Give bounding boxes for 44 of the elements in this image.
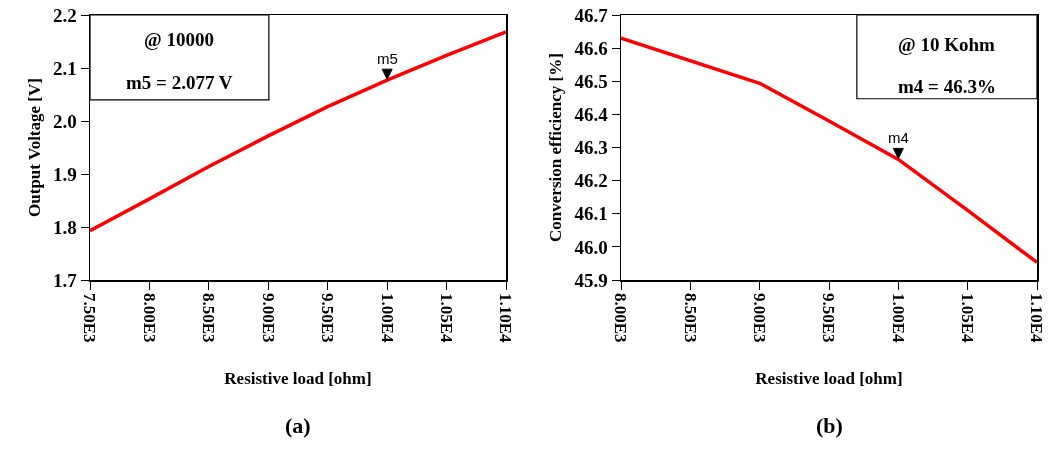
y-tick-label: 1.9 [52, 163, 77, 185]
text: (b) [816, 413, 843, 438]
x-tick-label: 1.00E4 [377, 292, 397, 343]
y-tick-label: 46.1 [574, 203, 608, 225]
line-series [90, 30, 506, 233]
x-tick-label: 9.00E3 [750, 292, 770, 343]
x-tick-label: 1.10E4 [496, 292, 516, 343]
x-tick-label: 8.00E3 [139, 292, 159, 343]
y-tick-label: 2.1 [52, 57, 77, 79]
x-tick-label: 1.05E4 [437, 292, 457, 343]
x-tick-label: 9.00E3 [258, 292, 278, 343]
annotation: m5 = 2.077 V [126, 72, 233, 93]
x-tick-label: 7.50E3 [80, 292, 100, 343]
x-axis-title: Resistive load [ohm] [755, 369, 903, 389]
text: (a) [285, 413, 311, 438]
line-series [621, 36, 1037, 265]
y-tick-label: 2.0 [52, 110, 77, 132]
annotation: @ 10 Kohm [898, 34, 996, 55]
y-axis-title: Conversion efficiency [%] [546, 53, 566, 242]
y-tick-label: 1.8 [52, 216, 77, 238]
y-tick-label: 45.9 [574, 269, 608, 291]
y-tick-label: 46.7 [574, 4, 609, 26]
x-tick-label: 8.00E3 [611, 292, 631, 343]
y-tick-label: 46.2 [574, 170, 608, 192]
x-tick-label: 1.00E4 [888, 292, 908, 343]
x-tick-label: 1.10E4 [1027, 292, 1047, 343]
annotation: m5 [377, 50, 398, 67]
x-tick-label: 1.05E4 [958, 292, 978, 343]
annotation: m4 = 46.3% [898, 76, 996, 97]
x-tick-label: 9.50E3 [318, 292, 338, 343]
y-tick-label: 1.7 [52, 269, 78, 291]
annotation: @ 10000 [144, 29, 214, 50]
y-tick-label: 46.6 [574, 37, 608, 59]
y-tick-label: 46.3 [574, 137, 608, 159]
x-axis-title: Resistive load [ohm] [224, 369, 372, 389]
x-tick-label: 9.50E3 [819, 292, 839, 343]
annotation: m4 [888, 129, 909, 146]
y-tick-label: 46.5 [574, 70, 608, 92]
y-axis-title: Output Voltage [V] [24, 78, 44, 217]
y-tick-label: 46.0 [574, 236, 608, 258]
y-tick-label: 46.4 [574, 104, 609, 126]
y-tick-label: 2.2 [52, 4, 77, 26]
x-tick-label: 8.50E3 [680, 292, 700, 343]
x-tick-label: 8.50E3 [199, 292, 219, 343]
